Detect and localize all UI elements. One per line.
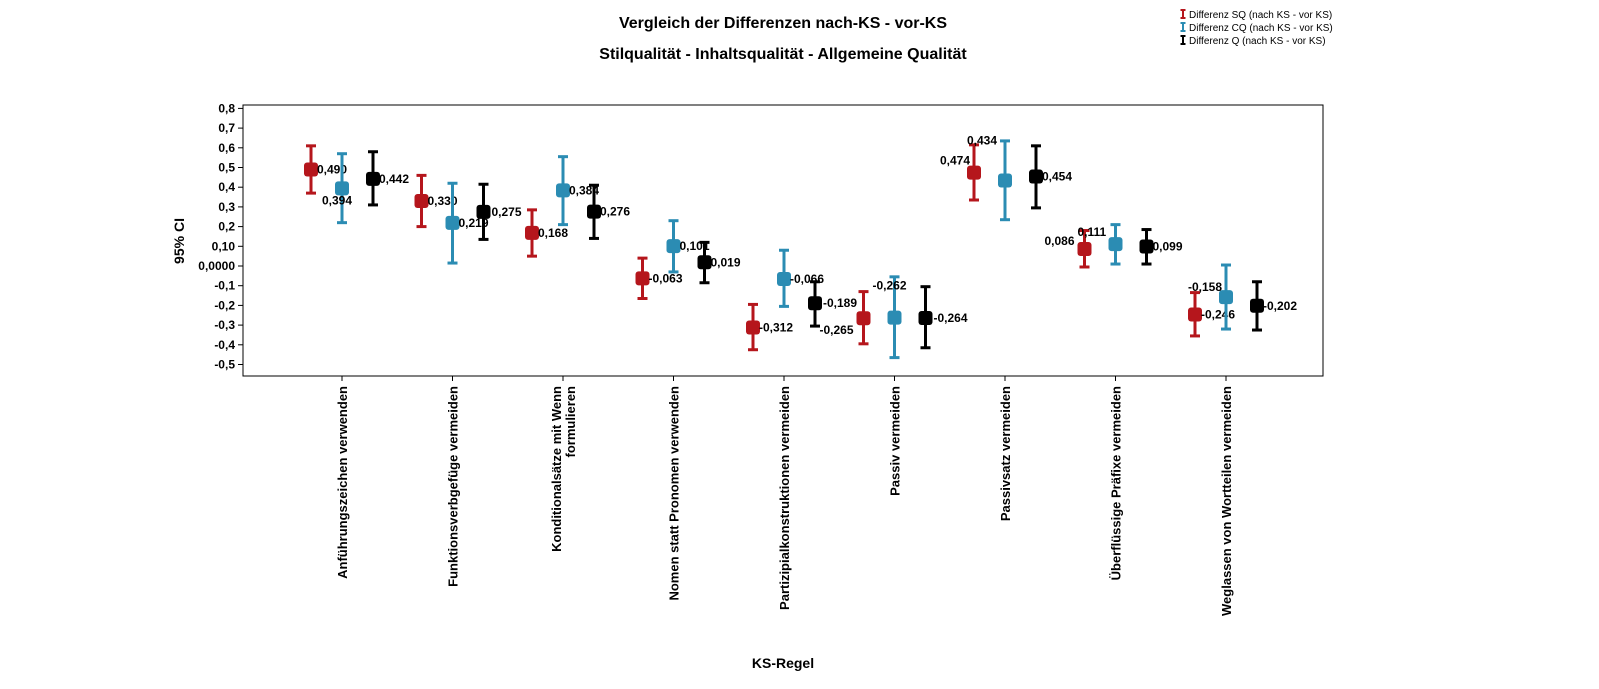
data-label: -0,264 [934,311,968,325]
data-label: 0,330 [428,194,458,208]
mean-marker [777,272,791,287]
mean-marker [556,183,570,198]
data-label: -0,262 [873,279,907,293]
data-label: 0,276 [600,205,630,219]
y-tick-label: -0,3 [214,318,235,332]
x-category-label: Partizipialkonstruktionen vermeiden [777,386,792,610]
y-tick-label: 0,5 [218,161,235,175]
legend-item: Differenz SQ (nach KS - vor KS) [1180,9,1332,21]
data-label: 0,168 [538,226,568,240]
data-label: -0,158 [1188,280,1222,294]
mean-marker [887,310,902,325]
mean-marker [666,239,681,254]
mean-marker [1108,237,1123,252]
data-label: 0,434 [967,134,997,148]
data-label: 0,019 [711,255,741,269]
data-label: 0,442 [379,172,409,186]
mean-marker [1139,239,1154,254]
data-label: 0,394 [322,193,352,207]
x-category-label: formulieren [563,386,578,458]
data-label: 0,111 [1078,225,1107,239]
mean-marker [304,162,318,177]
mean-marker [445,215,460,230]
plot-frame [242,104,1324,377]
data-label: -0,312 [759,320,793,334]
x-category-label: Passiv vermeiden [888,386,903,496]
y-tick-label: 0,6 [218,141,235,155]
data-label: -0,189 [823,296,857,310]
data-label: -0,265 [819,323,853,337]
legend-label: Differenz Q (nach KS - vor KS) [1189,36,1326,47]
data-label: 0,490 [317,162,347,176]
mean-marker [746,320,760,335]
chart-subtitle: Stilqualität - Inhaltsqualität - Allgeme… [599,46,967,63]
mean-marker [525,225,539,240]
data-label: 0,086 [1044,234,1074,248]
legend-label: Differenz SQ (nach KS - vor KS) [1189,10,1332,21]
data-label: 0,099 [1153,239,1183,253]
data-label: 0,454 [1042,170,1072,184]
series-1: 0,490 0,330 0,168 -0,063 -0,312 -0,265 0,474 0,… [304,143,1235,352]
mean-marker [587,204,601,219]
mean-marker [1077,242,1092,257]
legend-label: Differenz CQ (nach KS - vor KS) [1189,23,1333,34]
mean-marker [366,171,380,186]
y-tick-label: -0,1 [214,279,235,293]
mean-marker [414,193,429,208]
x-category-label: Weglassen von Wortteilen vermeiden [1219,386,1234,616]
y-axis-title: 95% CI [171,218,187,264]
data-label: 0,219 [459,216,489,230]
mean-marker [697,255,712,270]
y-tick-label: 0,3 [218,200,235,214]
x-category-label: Nomen statt Pronomen verwenden [667,386,682,601]
y-tick-label: 0,10 [212,239,236,253]
data-label: 0,275 [492,205,522,219]
x-category-label: Funktionsverbgefüge vermeiden [446,386,461,587]
y-tick-label: 0,7 [218,121,235,135]
y-tick-label: 0,2 [218,220,235,234]
x-axis-title: KS-Regel [752,655,814,671]
mean-marker [1219,290,1233,305]
y-tick-label: -0,2 [214,298,235,312]
mean-marker [998,173,1012,188]
data-label: 0,384 [569,183,599,197]
y-tick-label: -0,5 [214,358,235,372]
mean-marker [635,271,650,286]
mean-marker [335,181,349,196]
mean-marker [1250,298,1264,313]
x-axis-categories: Anführungszeichen verwenden Funktionsverb… [335,376,1234,616]
mean-marker [476,204,491,219]
mean-marker [808,296,822,311]
data-label: -0,246 [1201,307,1235,321]
y-tick-label: -0,4 [214,338,235,352]
x-category-label: Überflüssige Präfixe vermeiden [1109,386,1124,580]
data-label: -0,202 [1263,299,1297,313]
data-label: 0,474 [940,154,970,168]
x-category-label: Konditionalsätze mit Wenn [549,386,564,552]
mean-marker [1029,169,1043,184]
y-axis-ticks: 0,8 0,7 0,6 0,5 0,4 0,3 0,2 0,10 0,0000 -0,1 -0,2 -… [198,101,243,372]
legend-item: Differenz CQ (nach KS - vor KS) [1180,22,1333,34]
y-tick-label: 0,4 [218,180,235,194]
y-tick-label: 0,8 [218,101,235,115]
series-3: 0,442 0,275 0,276 0,019 -0,189 -0,264 0,454 0,0… [366,144,1297,350]
data-label: -0,063 [649,271,683,285]
mean-marker [967,165,981,180]
y-tick-label: 0,0000 [198,259,235,273]
data-label: -0,066 [790,272,824,286]
mean-marker [1188,307,1202,322]
x-category-label: Anführungszeichen verwenden [335,386,350,579]
legend-item: Differenz Q (nach KS - vor KS) [1180,35,1326,47]
legend: Differenz SQ (nach KS - vor KS) Differenz… [1180,9,1333,47]
mean-marker [856,311,871,326]
x-category-label: Passivsatz vermeiden [998,386,1013,521]
mean-marker [918,311,933,326]
chart-title: Vergleich der Differenzen nach-KS - vor-… [619,15,947,32]
